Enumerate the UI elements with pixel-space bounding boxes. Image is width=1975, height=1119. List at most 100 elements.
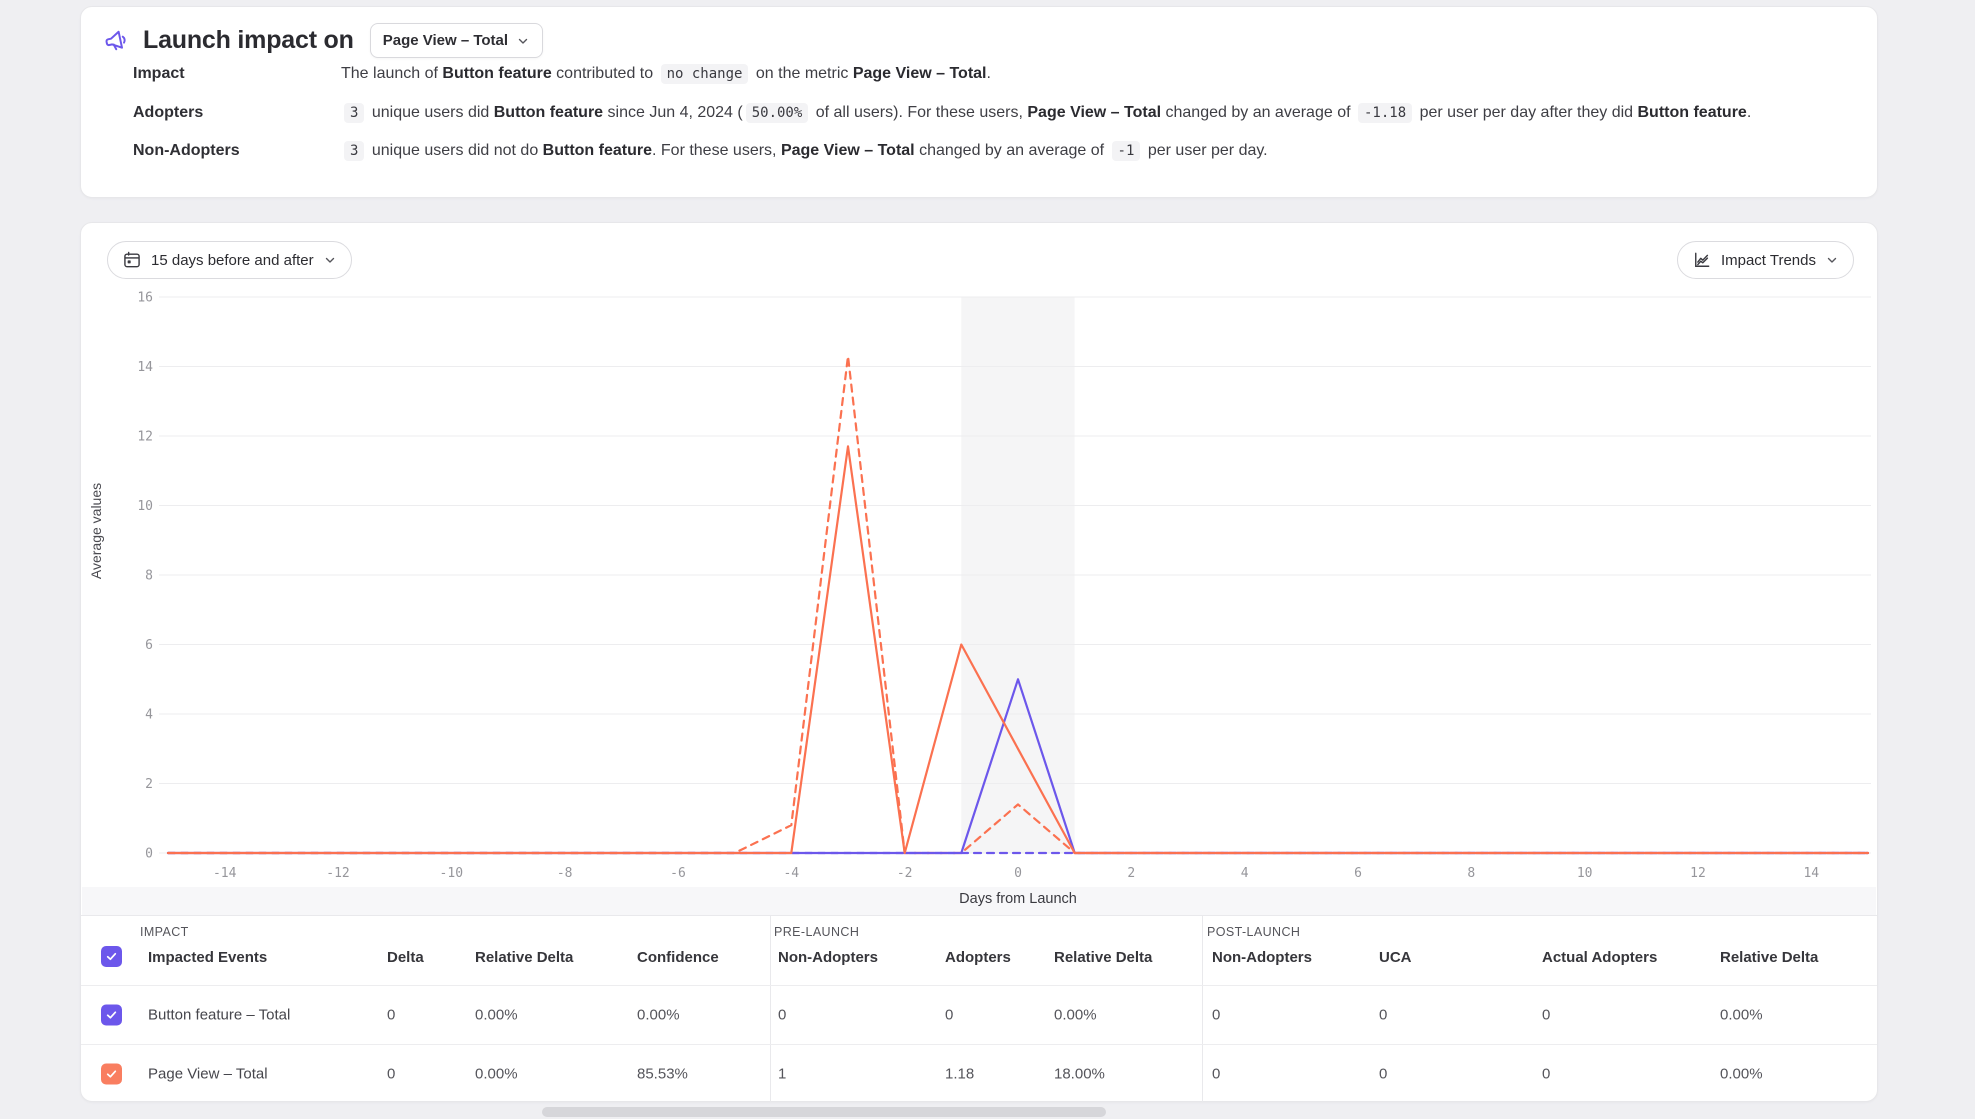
date-range-button[interactable]: 15 days before and after — [107, 241, 352, 279]
cell-delta: 0 — [387, 1006, 396, 1024]
impact-row-text: The launch of Button feature contributed… — [341, 64, 991, 84]
check-icon — [106, 1070, 117, 1078]
cell-pre-adopters: 0 — [945, 1006, 954, 1024]
col-header-uca[interactable]: UCA — [1379, 949, 1412, 966]
col-header-relative-delta[interactable]: Relative Delta — [475, 949, 574, 966]
table-header-row: Impacted Events Delta Relative Delta Con… — [81, 916, 1877, 986]
svg-text:6: 6 — [145, 638, 153, 653]
cell-uca: 0 — [1379, 1065, 1388, 1083]
svg-text:Average values: Average values — [88, 483, 104, 579]
col-header-delta[interactable]: Delta — [387, 949, 424, 966]
select-all-checkbox[interactable] — [101, 946, 122, 967]
horizontal-scrollbar-thumb[interactable] — [542, 1107, 1106, 1117]
table-group-divider — [770, 916, 771, 1102]
svg-text:Days from Launch: Days from Launch — [959, 891, 1077, 907]
table-group-divider — [1202, 916, 1203, 1102]
cell-pre-adopters: 1.18 — [945, 1065, 975, 1083]
chevron-down-icon — [1827, 257, 1837, 263]
cell-post-non-adopters: 0 — [1212, 1006, 1221, 1024]
cell-actual-adopters: 0 — [1542, 1065, 1551, 1083]
svg-text:14: 14 — [1803, 866, 1819, 881]
date-range-label: 15 days before and after — [151, 251, 314, 269]
impact-row-label: Impact — [133, 65, 185, 82]
page-title: Launch impact on — [143, 26, 354, 54]
cell-confidence: 0.00% — [637, 1006, 680, 1024]
svg-text:8: 8 — [1467, 866, 1475, 881]
col-header-pre-non-adopters[interactable]: Non-Adopters — [778, 949, 878, 966]
cell-pre-relative-delta: 0.00% — [1054, 1006, 1097, 1024]
col-header-confidence[interactable]: Confidence — [637, 949, 719, 966]
line-chart-icon — [1694, 252, 1710, 267]
event-name: Button feature – Total — [148, 1006, 291, 1024]
cell-post-non-adopters: 0 — [1212, 1065, 1221, 1083]
col-header-post-relative-delta[interactable]: Relative Delta — [1720, 949, 1819, 966]
cell-post-relative-delta: 0.00% — [1720, 1006, 1763, 1024]
svg-text:10: 10 — [137, 499, 153, 514]
non-adopters-row-label: Non-Adopters — [133, 142, 240, 159]
col-header-post-non-adopters[interactable]: Non-Adopters — [1212, 949, 1312, 966]
svg-text:-2: -2 — [897, 866, 913, 881]
svg-text:-10: -10 — [440, 866, 463, 881]
svg-text:2: 2 — [145, 777, 153, 792]
cell-pre-relative-delta: 18.00% — [1054, 1065, 1105, 1083]
svg-text:10: 10 — [1577, 866, 1593, 881]
svg-text:14: 14 — [137, 360, 153, 375]
col-header-impacted-events[interactable]: Impacted Events — [148, 949, 268, 966]
col-header-actual-adopters[interactable]: Actual Adopters — [1542, 949, 1658, 966]
cell-delta: 0 — [387, 1065, 396, 1083]
svg-text:-12: -12 — [326, 866, 349, 881]
metric-selector-value: Page View – Total — [382, 32, 509, 49]
impact-results-table: IMPACT PRE-LAUNCH POST-LAUNCH Impacted E… — [81, 915, 1877, 1102]
row-checkbox[interactable] — [101, 1004, 122, 1026]
metric-selector-dropdown[interactable]: Page View – Total — [369, 23, 544, 58]
launch-impact-summary-card: Launch impact on Page View – Total Impac… — [80, 6, 1878, 198]
svg-text:0: 0 — [145, 847, 153, 862]
summary-header-row: Launch impact on Page View – Total — [81, 7, 1877, 58]
svg-text:6: 6 — [1354, 866, 1362, 881]
svg-text:12: 12 — [137, 430, 153, 445]
adopters-row-label: Adopters — [133, 104, 204, 121]
chevron-down-icon — [325, 257, 334, 263]
svg-text:8: 8 — [145, 569, 153, 584]
cell-pre-non-adopters: 0 — [778, 1006, 787, 1024]
impact-trends-chart[interactable]: 0 2 4 6 8 10 12 14 16 -14 -12 -10 -8 -6 -4 -2 0 2 4 6 8 10 12 1… — [81, 231, 1879, 921]
cell-post-relative-delta: 0.00% — [1720, 1065, 1763, 1083]
col-header-pre-adopters[interactable]: Adopters — [945, 949, 1011, 966]
svg-text:-6: -6 — [670, 866, 686, 881]
table-row-page-view[interactable]: Page View – Total 0 0.00% 85.53% 1 1.18 … — [81, 1045, 1877, 1103]
adopters-row-text: 3 unique users did Button feature since … — [341, 103, 1751, 123]
cell-relative-delta: 0.00% — [475, 1065, 518, 1083]
svg-text:16: 16 — [137, 291, 153, 306]
col-header-pre-relative-delta[interactable]: Relative Delta — [1054, 949, 1153, 966]
svg-text:12: 12 — [1690, 866, 1706, 881]
svg-text:-8: -8 — [557, 866, 573, 881]
group-label-pre-launch: PRE-LAUNCH — [774, 925, 860, 939]
check-icon — [106, 952, 117, 961]
calendar-range-icon — [124, 251, 140, 268]
group-label-post-launch: POST-LAUNCH — [1207, 925, 1301, 939]
svg-text:4: 4 — [145, 708, 153, 723]
cell-uca: 0 — [1379, 1006, 1388, 1024]
svg-text:2: 2 — [1127, 866, 1135, 881]
chevron-down-icon — [518, 38, 528, 44]
cell-relative-delta: 0.00% — [475, 1006, 518, 1024]
impact-trends-view-button[interactable]: Impact Trends — [1676, 241, 1854, 279]
svg-text:4: 4 — [1241, 866, 1249, 881]
impact-trends-label: Impact Trends — [1720, 251, 1816, 269]
cell-actual-adopters: 0 — [1542, 1006, 1551, 1024]
x-axis-label-strip — [82, 887, 1876, 915]
svg-text:-4: -4 — [783, 866, 799, 881]
megaphone-icon — [105, 30, 126, 50]
svg-text:-14: -14 — [213, 866, 237, 881]
cell-pre-non-adopters: 1 — [778, 1065, 787, 1083]
row-checkbox[interactable] — [101, 1063, 122, 1085]
svg-text:0: 0 — [1014, 866, 1022, 881]
group-label-impact: IMPACT — [140, 925, 189, 939]
table-row-button-feature[interactable]: Button feature – Total 0 0.00% 0.00% 0 0… — [81, 986, 1877, 1045]
event-name: Page View – Total — [148, 1065, 268, 1083]
check-icon — [106, 1011, 117, 1019]
impact-trends-card: 15 days before and after Impact Trends 0… — [80, 222, 1878, 1102]
non-adopters-row-text: 3 unique users did not do Button feature… — [341, 141, 1268, 161]
cell-confidence: 85.53% — [637, 1065, 688, 1083]
